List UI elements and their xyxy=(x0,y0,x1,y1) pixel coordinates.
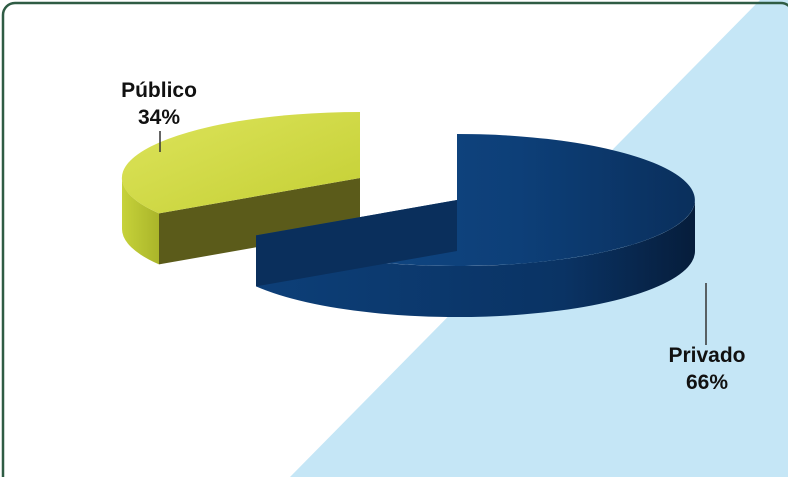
label-privado-name: Privado xyxy=(668,344,745,367)
label-privado-value: 66% xyxy=(686,371,728,394)
slice-privado-side xyxy=(256,200,696,318)
label-publico-name: Público xyxy=(121,79,197,102)
slice-privado-cut xyxy=(256,200,457,287)
label-publico-value: 34% xyxy=(138,106,180,129)
slice-privado xyxy=(256,134,696,318)
slice-publico xyxy=(121,111,360,265)
slice-publico-top xyxy=(121,111,360,214)
slice-publico-cut xyxy=(159,178,360,265)
slice-publico-side xyxy=(121,178,159,265)
